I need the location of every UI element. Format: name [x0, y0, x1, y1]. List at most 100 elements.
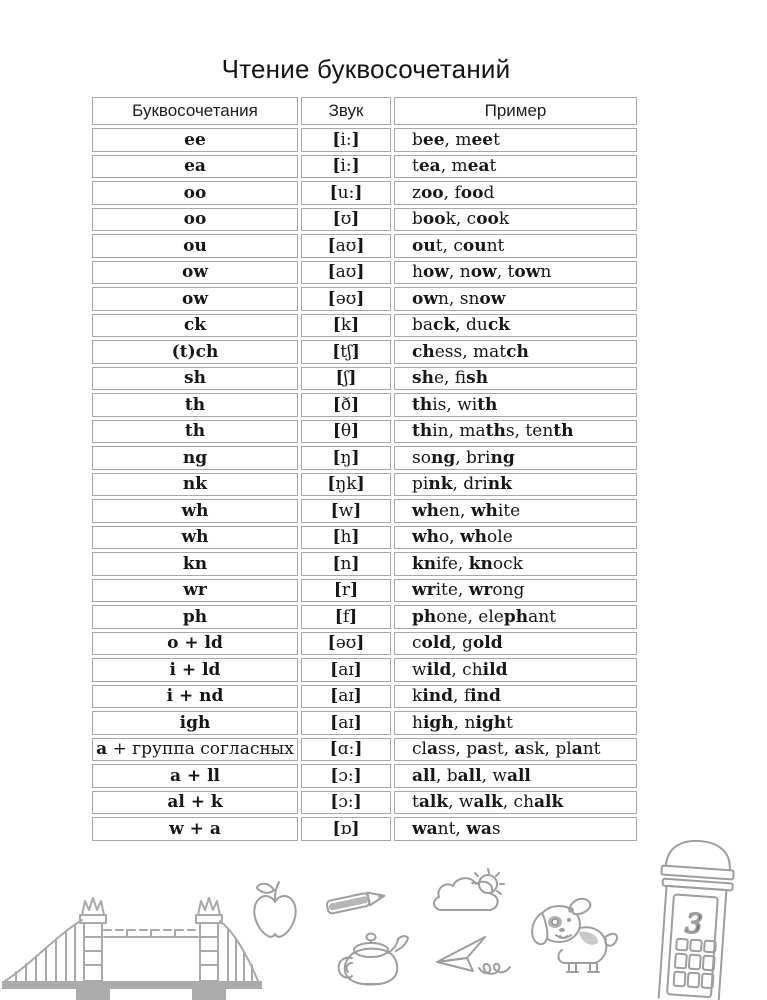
combo-cell: ow	[92, 260, 298, 284]
combo-cell: i + ld	[92, 658, 298, 682]
example-cell: phone, elephant	[394, 605, 637, 629]
sound-cell: [aɪ]	[301, 684, 391, 708]
example-cell: cold, gold	[394, 631, 637, 655]
combo-cell: oo	[92, 207, 298, 231]
table-body: ee [i:] bee, meet ea [i:] tea, meat oo [u:] zoo,…	[92, 128, 637, 841]
combo-cell: a + ll	[92, 764, 298, 788]
example-cell: pink, drink	[394, 472, 637, 496]
table-row: (t)ch [tʃ] chess, match	[92, 340, 637, 364]
sound-cell: [ɔ:]	[301, 790, 391, 814]
example-cell: want, was	[394, 817, 637, 841]
table-row: igh [aɪ] high, night	[92, 711, 637, 735]
table-row: ee [i:] bee, meet	[92, 128, 637, 152]
sound-cell: [əʊ]	[301, 631, 391, 655]
example-cell: write, wrong	[394, 578, 637, 602]
table-row: th [ð] this, with	[92, 393, 637, 417]
column-header-combinations: Буквосочетания	[92, 97, 298, 125]
sound-cell: [aɪ]	[301, 658, 391, 682]
combo-cell: th	[92, 393, 298, 417]
combo-cell: a + группа согласных	[92, 737, 298, 761]
combo-cell: kn	[92, 552, 298, 576]
example-cell: chess, match	[394, 340, 637, 364]
combo-cell: ng	[92, 446, 298, 470]
table-header: Буквосочетания Звук Пример	[92, 97, 637, 125]
paper-plane-illustration	[432, 930, 524, 978]
sound-cell: [əʊ]	[301, 287, 391, 311]
example-cell: knife, knock	[394, 552, 637, 576]
page-title: Чтение буквосочетаний	[221, 54, 511, 84]
sound-cell: [f]	[301, 605, 391, 629]
combo-cell: ou	[92, 234, 298, 258]
combo-cell: (t)ch	[92, 340, 298, 364]
example-cell: out, count	[394, 234, 637, 258]
sound-cell: [ŋ]	[301, 446, 391, 470]
combo-cell: ow	[92, 287, 298, 311]
example-cell: class, past, ask, plant	[394, 737, 637, 761]
table-row: ph [f] phone, elephant	[92, 605, 637, 629]
table-row: ng [ŋ] song, bring	[92, 446, 637, 470]
combo-cell: al + k	[92, 790, 298, 814]
table-row: w + a [ɒ] want, was	[92, 817, 637, 841]
combo-cell: ee	[92, 128, 298, 152]
sound-cell: [aɪ]	[301, 711, 391, 735]
combo-cell: sh	[92, 366, 298, 390]
example-cell: when, white	[394, 499, 637, 523]
table-row: nk [ŋk] pink, drink	[92, 472, 637, 496]
sound-cell: [u:]	[301, 181, 391, 205]
sound-cell: [r]	[301, 578, 391, 602]
column-header-example: Пример	[394, 97, 637, 125]
combo-cell: ck	[92, 313, 298, 337]
sound-cell: [ʊ]	[301, 207, 391, 231]
dog-illustration	[527, 891, 625, 977]
sound-cell: [ʃ]	[301, 366, 391, 390]
combo-cell: wh	[92, 499, 298, 523]
example-cell: song, bring	[394, 446, 637, 470]
sound-cell: [k]	[301, 313, 391, 337]
sound-cell: [ɔ:]	[301, 764, 391, 788]
table-row: oo [u:] zoo, food	[92, 181, 637, 205]
cloud-sun-illustration	[428, 866, 516, 926]
table-row: ow [əʊ] own, snow	[92, 287, 637, 311]
tower-bridge-illustration	[2, 893, 262, 1000]
example-cell: all, ball, wall	[394, 764, 637, 788]
phone-booth-illustration: 3	[628, 836, 767, 1000]
example-cell: bee, meet	[394, 128, 637, 152]
example-cell: own, snow	[394, 287, 637, 311]
sound-cell: [θ]	[301, 419, 391, 443]
table-row: ea [i:] tea, meat	[92, 154, 637, 178]
table-row: a + ll [ɔ:] all, ball, wall	[92, 764, 637, 788]
apple-illustration	[250, 878, 300, 942]
sound-cell: [aʊ]	[301, 234, 391, 258]
example-cell: kind, find	[394, 684, 637, 708]
example-cell: how, now, town	[394, 260, 637, 284]
table-row: i + nd [aɪ] kind, find	[92, 684, 637, 708]
combo-cell: oo	[92, 181, 298, 205]
table-row: ow [aʊ] how, now, town	[92, 260, 637, 284]
table-row: wr [r] write, wrong	[92, 578, 637, 602]
teapot-illustration	[330, 920, 412, 988]
table-row: ou [aʊ] out, count	[92, 234, 637, 258]
table-row: kn [n] knife, knock	[92, 552, 637, 576]
combo-cell: w + a	[92, 817, 298, 841]
example-cell: zoo, food	[394, 181, 637, 205]
combo-cell: igh	[92, 711, 298, 735]
sound-cell: [ð]	[301, 393, 391, 417]
example-cell: thin, maths, tenth	[394, 419, 637, 443]
example-cell: tea, meat	[394, 154, 637, 178]
example-cell: back, duck	[394, 313, 637, 337]
combo-cell: ph	[92, 605, 298, 629]
example-cell: book, cook	[394, 207, 637, 231]
sound-cell: [i:]	[301, 154, 391, 178]
column-header-sound: Звук	[301, 97, 391, 125]
example-cell: wild, child	[394, 658, 637, 682]
sound-cell: [tʃ]	[301, 340, 391, 364]
table-row: wh [w] when, white	[92, 499, 637, 523]
sound-cell: [ɒ]	[301, 817, 391, 841]
combo-cell: o + ld	[92, 631, 298, 655]
sound-cell: [ŋk]	[301, 472, 391, 496]
example-cell: she, fish	[394, 366, 637, 390]
table-row: a + группа согласных [ɑ:] class, past, ask…	[92, 737, 637, 761]
page-number: 3	[684, 908, 703, 940]
sound-cell: [w]	[301, 499, 391, 523]
